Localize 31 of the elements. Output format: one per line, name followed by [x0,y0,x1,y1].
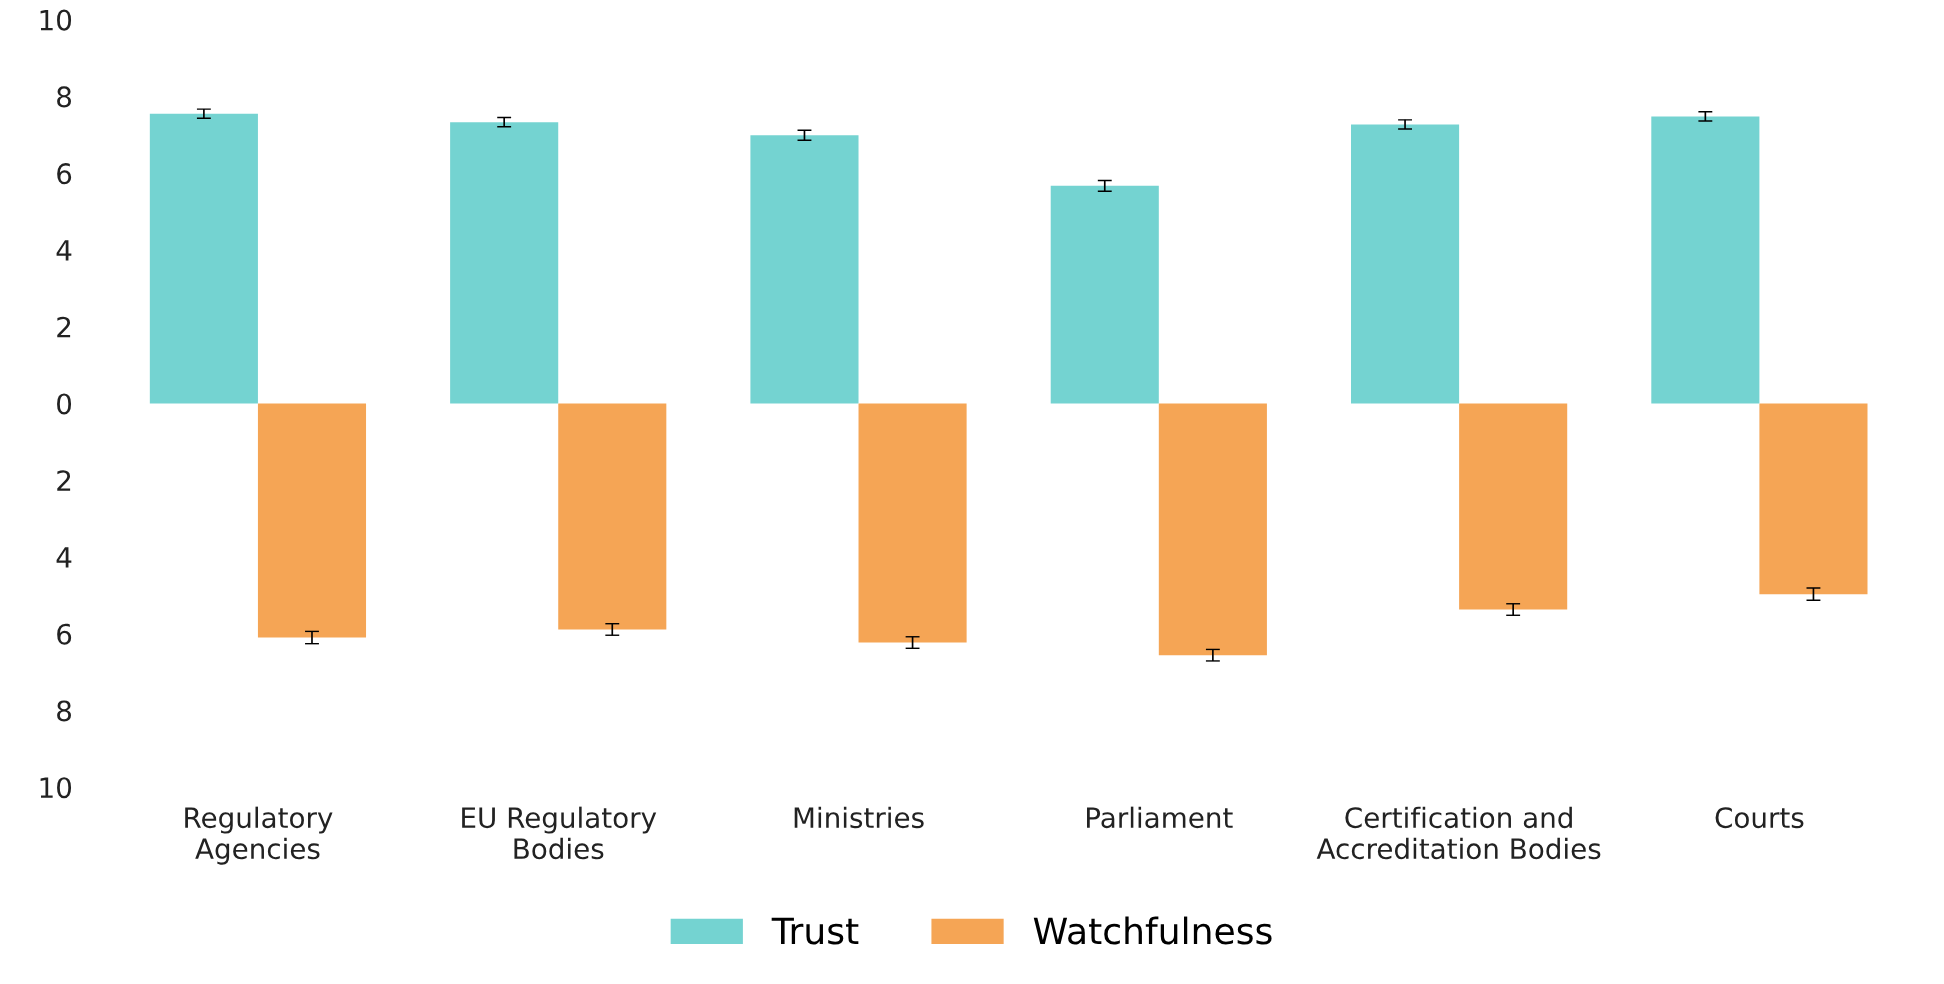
bar [750,135,859,404]
legend-label: Watchfulness [1033,916,1272,945]
y-tick-label: 8 [57,86,71,108]
y-tick-label: 10 [40,9,72,31]
x-tick-label: EU Regulatory Bodies [462,806,657,860]
legend-label: Trust [771,917,859,945]
y-tick-label: 4 [56,240,72,261]
bar [1651,116,1760,404]
y-tick-label: 2 [57,316,71,338]
bar [1459,403,1568,610]
x-tick-label: Parliament [1087,806,1233,829]
x-tick-label: Ministries [794,806,924,829]
y-tick-label: 0 [57,393,72,415]
bar [858,403,967,643]
bar [149,113,258,404]
x-tick-label: Courts [1715,807,1804,829]
y-tick-label: 4 [56,547,72,568]
y-tick-label: 6 [57,623,72,645]
x-tick-label: Regulatory Agencies [185,806,333,865]
y-tick-label: 6 [57,163,72,185]
bar [1158,403,1267,656]
bar [257,403,367,638]
y-tick-label: 2 [57,470,71,491]
bar [1759,403,1868,595]
y-tick-label: 10 [40,777,72,799]
bar [1050,185,1159,404]
bar [450,122,559,404]
x-tick-label: Certification and Accreditation Bodies [1316,806,1601,860]
y-tick-label: 8 [57,700,71,722]
bar [1351,124,1460,404]
bar [558,403,667,630]
